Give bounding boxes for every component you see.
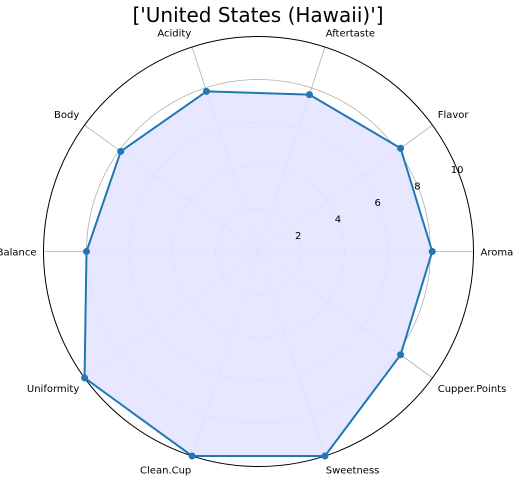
category-label-body: Body bbox=[54, 110, 79, 121]
r-tick-label-4: 4 bbox=[335, 215, 341, 226]
r-tick-label-10: 10 bbox=[451, 165, 464, 176]
data-point-balance bbox=[83, 248, 90, 255]
category-label-aftertaste: Aftertaste bbox=[326, 28, 375, 39]
chart-title: ['United States (Hawaii)'] bbox=[132, 3, 383, 27]
category-label-cupper-points: Cupper.Points bbox=[438, 384, 507, 395]
data-point-uniformity bbox=[81, 374, 88, 381]
category-label-sweetness: Sweetness bbox=[326, 466, 380, 477]
category-label-balance: Balance bbox=[0, 248, 37, 259]
r-tick-label-6: 6 bbox=[374, 198, 380, 209]
category-label-uniformity: Uniformity bbox=[27, 384, 79, 395]
data-point-flavor bbox=[397, 145, 404, 152]
data-point-cupper-points bbox=[397, 351, 404, 358]
series-area-0 bbox=[85, 91, 433, 456]
data-layer bbox=[81, 88, 436, 460]
category-label-aroma: Aroma bbox=[481, 248, 513, 259]
r-tick-label-2: 2 bbox=[295, 231, 301, 242]
data-point-sweetness bbox=[321, 452, 328, 459]
data-point-acidity bbox=[203, 88, 210, 95]
data-point-aroma bbox=[429, 248, 436, 255]
data-point-body bbox=[117, 148, 124, 155]
r-tick-label-8: 8 bbox=[414, 182, 420, 193]
category-label-clean-cup: Clean.Cup bbox=[140, 466, 191, 477]
data-point-clean-cup bbox=[189, 452, 196, 459]
data-point-aftertaste bbox=[306, 91, 313, 98]
category-label-flavor: Flavor bbox=[438, 110, 470, 121]
category-label-acidity: Acidity bbox=[157, 28, 191, 39]
